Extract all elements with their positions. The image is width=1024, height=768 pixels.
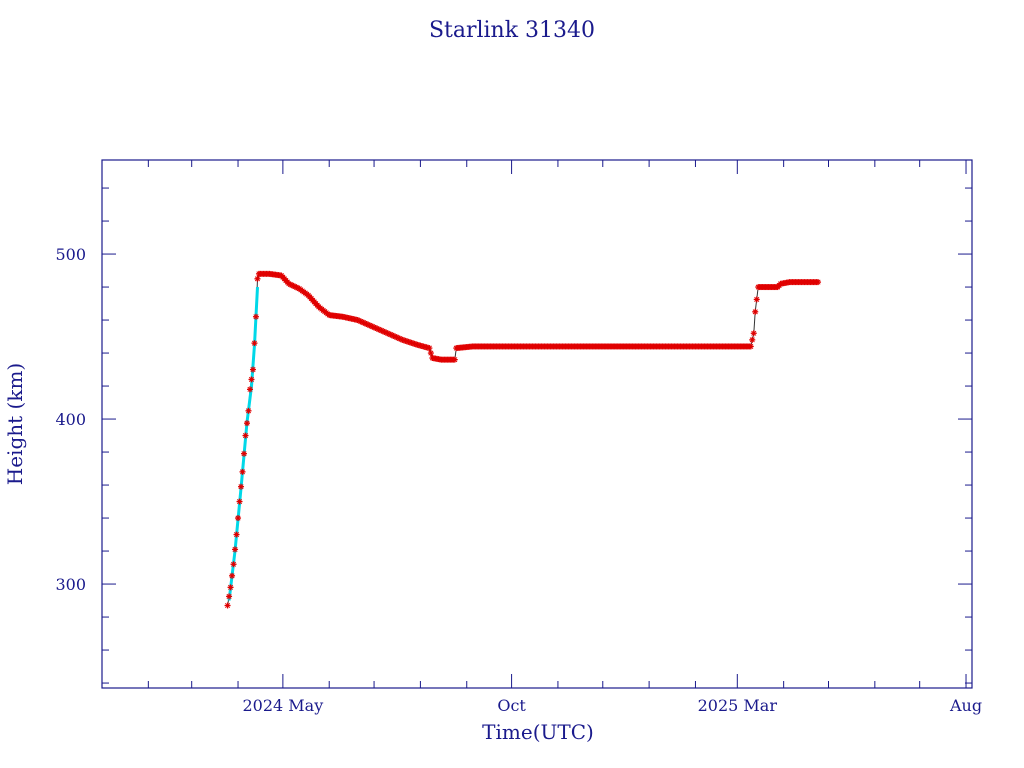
raising-line xyxy=(227,287,259,601)
data-point xyxy=(251,340,258,347)
data-point xyxy=(224,602,231,609)
data-point-stroke xyxy=(232,546,238,552)
data-point xyxy=(233,531,240,538)
data-point xyxy=(232,546,239,553)
data-point xyxy=(752,308,759,315)
x-tick-label: Oct xyxy=(497,696,526,715)
data-point-stroke xyxy=(241,451,247,457)
data-point xyxy=(226,593,233,600)
data-point-stroke xyxy=(236,498,243,505)
data-point-stroke xyxy=(428,350,434,356)
data-point-stroke xyxy=(251,340,258,346)
data-point xyxy=(426,345,433,352)
data-marks xyxy=(224,270,822,609)
data-point xyxy=(242,432,249,439)
data-point-stroke xyxy=(245,408,252,414)
data-point xyxy=(230,561,237,568)
data-point-stroke xyxy=(242,432,249,439)
data-point-stroke xyxy=(244,420,250,426)
x-tick-label: 2024 May xyxy=(242,696,323,715)
data-point-stroke xyxy=(225,602,231,609)
data-point-stroke xyxy=(248,376,255,383)
data-point-stroke xyxy=(254,276,261,282)
data-point xyxy=(236,498,243,505)
data-point xyxy=(249,366,256,373)
data-point-stroke xyxy=(452,357,458,363)
data-point xyxy=(815,279,822,286)
series-line xyxy=(227,273,818,606)
data-point xyxy=(749,336,756,343)
x-tick-label: Aug xyxy=(949,696,982,715)
data-point xyxy=(239,468,246,475)
data-point-stroke xyxy=(235,515,241,521)
y-axis-label: Height (km) xyxy=(3,363,27,485)
data-point xyxy=(229,572,236,579)
data-point xyxy=(244,420,250,427)
data-point xyxy=(245,407,252,414)
data-point-stroke xyxy=(230,561,237,567)
y-tick-label: 300 xyxy=(55,575,86,594)
data-point-stroke xyxy=(250,366,256,373)
data-point-stroke xyxy=(238,484,244,490)
data-point xyxy=(427,350,434,357)
axis-ticks: 300 400 500 2024 May Oct 2025 Mar Aug xyxy=(55,160,982,715)
data-point-stroke xyxy=(752,309,758,315)
data-point xyxy=(227,584,234,591)
x-axis-label: Time(UTC) xyxy=(482,720,594,744)
y-tick-label: 400 xyxy=(55,410,86,429)
data-point-stroke xyxy=(233,531,240,538)
data-point xyxy=(451,356,458,363)
data-point xyxy=(753,296,760,303)
data-point-stroke xyxy=(749,337,755,343)
data-point-stroke xyxy=(247,386,253,392)
data-point xyxy=(235,515,242,522)
data-point xyxy=(238,483,245,490)
data-point xyxy=(252,313,259,320)
data-point xyxy=(246,386,253,393)
data-point-stroke xyxy=(426,345,432,351)
data-point-stroke xyxy=(229,573,235,579)
data-point xyxy=(750,330,757,337)
x-tick-label: 2025 Mar xyxy=(698,696,778,715)
data-point-stroke xyxy=(815,279,821,285)
data-point xyxy=(248,376,255,383)
data-point-stroke xyxy=(226,593,232,599)
data-point-stroke xyxy=(754,296,760,302)
data-point-stroke xyxy=(253,314,259,320)
data-point xyxy=(241,450,248,457)
plot-frame xyxy=(101,159,973,689)
y-tick-label: 500 xyxy=(55,245,86,264)
data-point xyxy=(747,343,754,350)
data-point-stroke xyxy=(751,330,757,336)
chart-title: Starlink 31340 xyxy=(429,18,595,43)
data-point-stroke xyxy=(239,469,246,475)
data-point xyxy=(254,275,261,282)
data-point-stroke xyxy=(228,584,234,590)
data-point-stroke xyxy=(748,343,754,350)
